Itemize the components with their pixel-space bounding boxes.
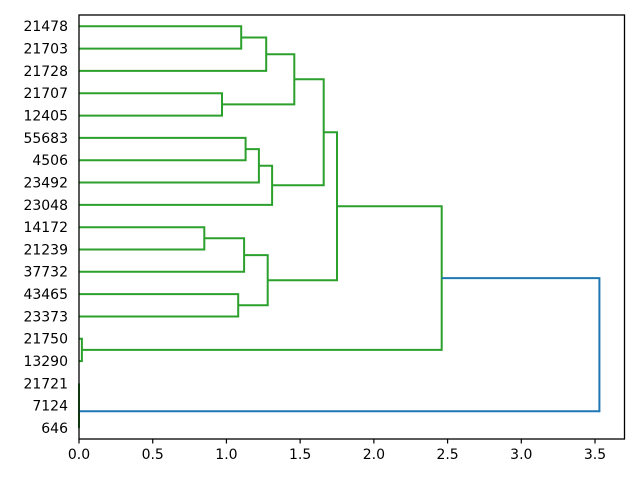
leaf-label: 4506 — [32, 153, 68, 169]
leaf-label: 23373 — [23, 309, 68, 325]
leaf-label: 55683 — [23, 131, 68, 147]
leaf-label: 21707 — [23, 86, 68, 102]
x-tick-label: 3.0 — [510, 447, 532, 463]
leaf-label: 21750 — [23, 332, 68, 348]
x-tick-label: 0.0 — [68, 447, 90, 463]
leaf-label: 21703 — [23, 42, 68, 58]
leaf-label: 23048 — [23, 198, 68, 214]
leaf-label: 37732 — [23, 265, 68, 281]
leaf-label: 12405 — [23, 108, 68, 124]
leaf-label: 21721 — [23, 376, 68, 392]
leaf-label: 21239 — [23, 242, 68, 258]
leaf-label: 21478 — [23, 19, 68, 35]
leaf-label: 23492 — [23, 175, 68, 191]
x-tick-label: 1.5 — [289, 447, 311, 463]
dendrogram-link — [79, 277, 601, 413]
leaf-label: 13290 — [23, 354, 68, 370]
leaf-label: 43465 — [23, 287, 68, 303]
leaf-label: 7124 — [32, 399, 68, 415]
x-tick-label: 1.0 — [215, 447, 237, 463]
leaf-label: 21728 — [23, 64, 68, 80]
x-tick-label: 3.5 — [584, 447, 606, 463]
leaf-label: 646 — [41, 421, 68, 437]
x-tick-label: 2.0 — [363, 447, 385, 463]
leaf-label: 14172 — [23, 220, 68, 236]
x-tick-label: 2.5 — [436, 447, 458, 463]
axes-frame — [78, 14, 626, 440]
x-tick-label: 0.5 — [142, 447, 164, 463]
